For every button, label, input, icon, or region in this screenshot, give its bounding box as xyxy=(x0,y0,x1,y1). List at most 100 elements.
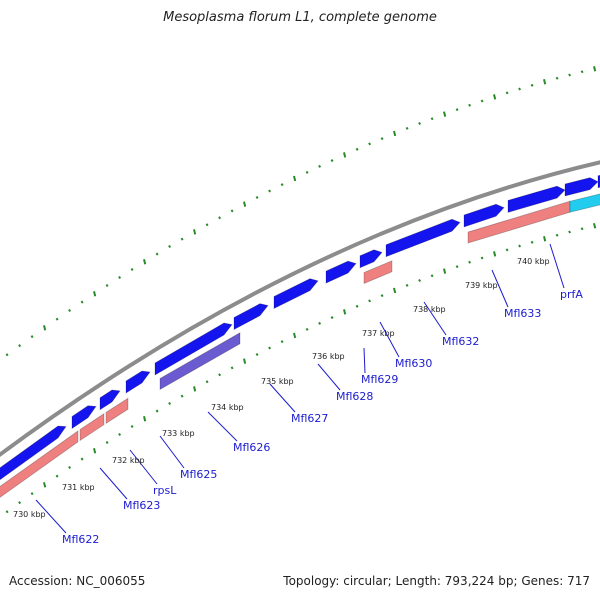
rna-feature xyxy=(0,430,79,498)
inner-tick xyxy=(318,321,322,325)
gene-label: prfA xyxy=(560,288,583,301)
inner-tick xyxy=(193,386,197,392)
genome-summary-text: Topology: circular; Length: 793,224 bp; … xyxy=(283,574,590,588)
outer-tick-ring xyxy=(5,65,597,357)
inner-tick xyxy=(455,265,459,269)
outer-tick xyxy=(505,91,509,95)
kbp-scale-labels: 730 kbp 731 kbp 732 kbp 733 kbp 734 kbp 735 k… xyxy=(13,257,550,519)
inner-tick xyxy=(380,294,384,298)
inner-tick xyxy=(393,287,397,294)
inner-tick xyxy=(330,316,334,320)
gene-label: Mfl626 xyxy=(233,441,270,454)
leader-line xyxy=(159,435,185,469)
outer-tick xyxy=(168,245,172,249)
inner-tick xyxy=(355,304,359,308)
feature-track xyxy=(0,174,600,498)
inner-tick xyxy=(405,283,409,287)
other-feature xyxy=(569,193,600,213)
rna-feature xyxy=(363,260,393,285)
outer-tick xyxy=(393,130,397,137)
outer-tick xyxy=(430,117,434,121)
outer-tick xyxy=(380,137,384,141)
gene-label: Mfl622 xyxy=(62,533,99,546)
inner-tick xyxy=(5,510,9,514)
outer-tick xyxy=(230,209,234,213)
outer-tick xyxy=(518,87,522,91)
outer-tick xyxy=(468,103,472,107)
outer-tick xyxy=(593,65,597,72)
outer-tick xyxy=(205,223,209,227)
inner-tick xyxy=(80,457,84,461)
rna-feature xyxy=(105,397,129,425)
outer-tick xyxy=(305,170,309,174)
outer-tick xyxy=(443,111,447,117)
leader-line xyxy=(317,363,341,391)
kbp-label: 731 kbp xyxy=(62,483,95,492)
outer-tick xyxy=(243,201,247,207)
outer-tick xyxy=(455,108,459,112)
inner-tick xyxy=(468,260,472,264)
inner-tick xyxy=(493,251,497,257)
outer-tick xyxy=(118,275,122,279)
kbp-label: 738 kbp xyxy=(413,305,446,314)
inner-tick xyxy=(43,482,47,488)
outer-tick xyxy=(355,147,359,151)
outer-tick xyxy=(155,252,159,256)
outer-tick xyxy=(568,73,572,77)
outer-tick xyxy=(18,344,22,348)
outer-tick xyxy=(255,195,259,200)
cds-arrow xyxy=(154,322,233,376)
kbp-label: 733 kbp xyxy=(162,429,195,438)
gene-label: Mfl628 xyxy=(336,390,373,403)
outer-tick xyxy=(318,164,322,168)
rna-feature xyxy=(79,412,105,442)
kbp-label: 730 kbp xyxy=(13,510,46,519)
outer-tick xyxy=(30,335,34,339)
outer-tick xyxy=(268,189,272,193)
outer-tick xyxy=(493,94,497,100)
inner-tick xyxy=(305,327,309,331)
inner-tick xyxy=(580,227,584,231)
inner-tick xyxy=(180,394,184,398)
cds-arrow xyxy=(359,249,383,269)
inner-tick xyxy=(543,236,547,242)
inner-tick xyxy=(230,366,234,370)
outer-tick xyxy=(368,142,372,146)
outer-tick xyxy=(280,183,284,187)
outer-tick xyxy=(580,70,584,74)
leader-line xyxy=(35,499,67,534)
cds-arrow xyxy=(564,177,599,197)
inner-tick xyxy=(568,230,572,234)
leader-line xyxy=(269,383,296,413)
cds-arrow xyxy=(99,389,121,411)
cds-arrow xyxy=(0,425,67,481)
leader-line xyxy=(491,269,509,308)
inner-tick xyxy=(55,474,59,478)
kbp-label: 739 kbp xyxy=(465,281,498,290)
outer-tick xyxy=(405,126,409,130)
gene-label: Mfl623 xyxy=(123,499,160,512)
inner-tick xyxy=(18,501,22,505)
outer-tick xyxy=(218,216,222,220)
outer-tick xyxy=(43,325,47,331)
inner-tick xyxy=(480,256,484,260)
outer-tick xyxy=(330,159,334,163)
highlighted-cds xyxy=(159,332,241,391)
cds-arrow xyxy=(233,303,269,331)
inner-tick-ring xyxy=(5,222,597,514)
outer-tick xyxy=(293,175,297,182)
inner-tick xyxy=(505,248,509,252)
accession-text: Accession: NC_006055 xyxy=(9,574,146,588)
gene-label: Mfl629 xyxy=(361,373,398,386)
outer-tick xyxy=(180,237,184,241)
gene-label: Mfl630 xyxy=(395,357,432,370)
outer-tick xyxy=(418,121,422,126)
cds-arrow xyxy=(385,218,461,258)
outer-tick xyxy=(193,229,197,235)
inner-tick xyxy=(268,346,272,350)
gene-label: Mfl625 xyxy=(180,468,217,481)
outer-tick xyxy=(68,308,72,313)
gene-label: Mfl633 xyxy=(504,307,541,320)
